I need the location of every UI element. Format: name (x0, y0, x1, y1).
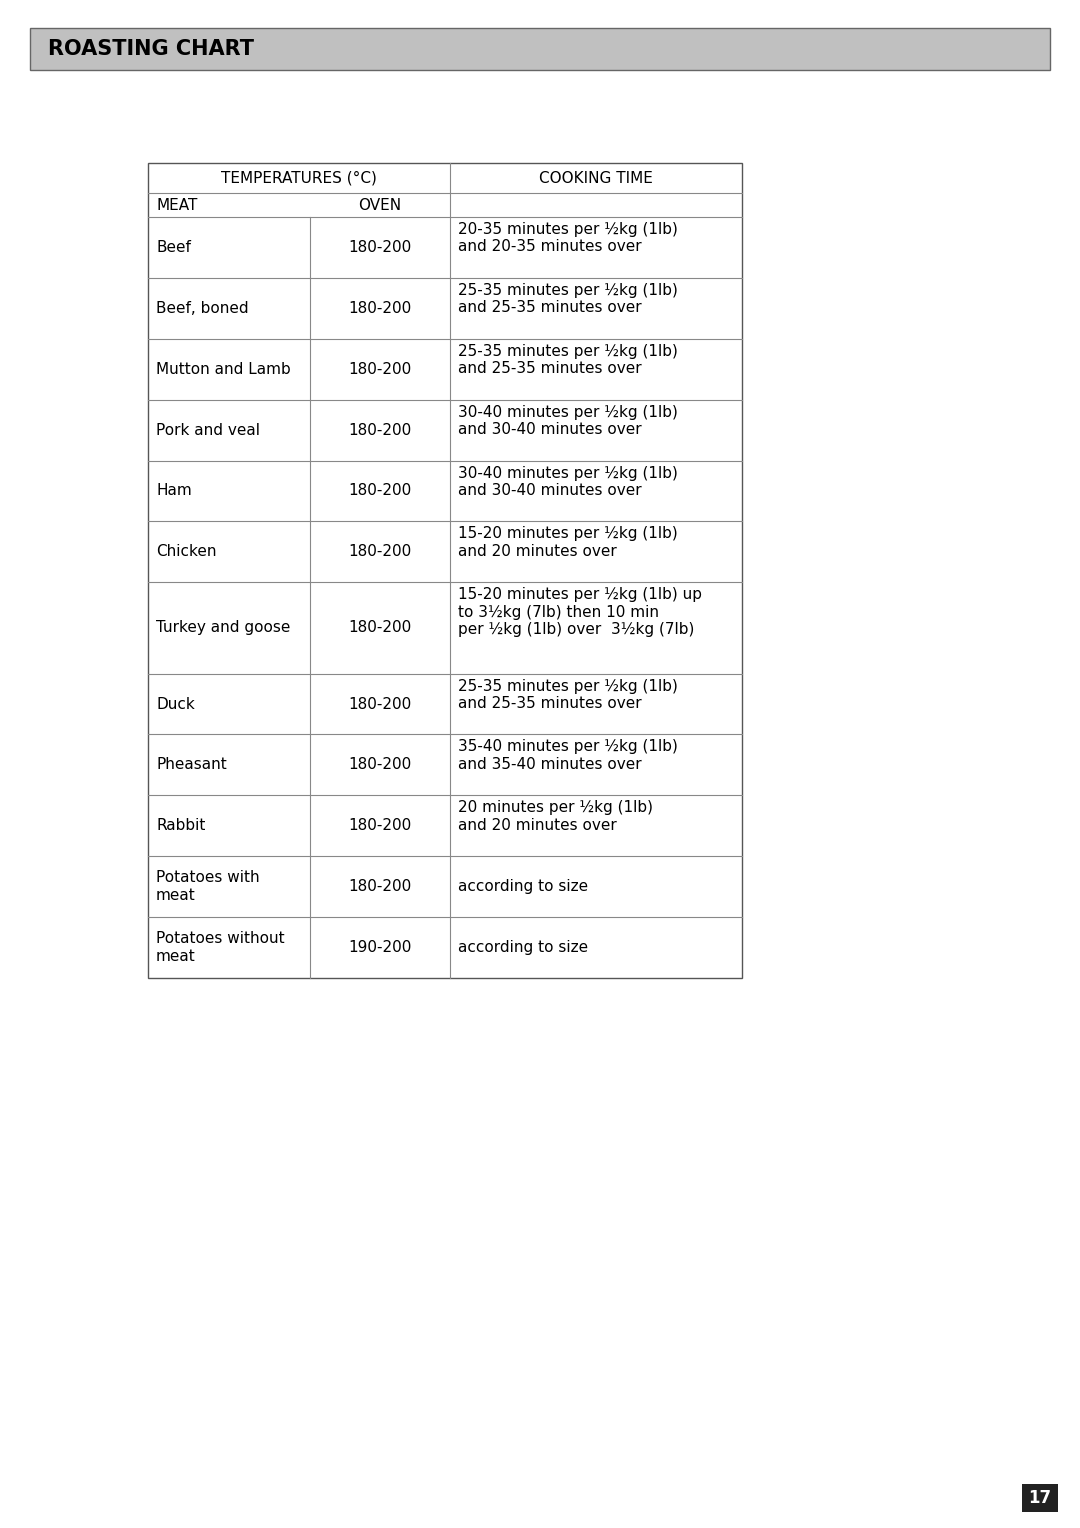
Bar (148, 163, 742, 978)
Text: 180-200: 180-200 (349, 544, 411, 559)
Text: 15-20 minutes per ½kg (1lb)
and 20 minutes over: 15-20 minutes per ½kg (1lb) and 20 minut… (458, 527, 678, 559)
Text: Potatoes with
meat: Potatoes with meat (156, 871, 259, 903)
Text: Pheasant: Pheasant (156, 758, 227, 773)
Text: 180-200: 180-200 (349, 879, 411, 894)
Text: 180-200: 180-200 (349, 423, 411, 437)
Text: COOKING TIME: COOKING TIME (539, 171, 653, 185)
Text: 30-40 minutes per ½kg (1lb)
and 30-40 minutes over: 30-40 minutes per ½kg (1lb) and 30-40 mi… (458, 405, 678, 437)
Text: OVEN: OVEN (359, 197, 402, 212)
Text: 15-20 minutes per ½kg (1lb) up
to 3½kg (7lb) then 10 min
per ½kg (1lb) over  3½k: 15-20 minutes per ½kg (1lb) up to 3½kg (… (458, 587, 702, 637)
Text: 180-200: 180-200 (349, 758, 411, 773)
Text: 17: 17 (1028, 1488, 1052, 1507)
Text: TEMPERATURES (°C): TEMPERATURES (°C) (221, 171, 377, 185)
Text: 25-35 minutes per ½kg (1lb)
and 25-35 minutes over: 25-35 minutes per ½kg (1lb) and 25-35 mi… (458, 678, 678, 711)
Text: Pork and veal: Pork and veal (156, 423, 260, 437)
Text: 30-40 minutes per ½kg (1lb)
and 30-40 minutes over: 30-40 minutes per ½kg (1lb) and 30-40 mi… (458, 466, 678, 498)
Text: Ham: Ham (156, 483, 192, 498)
Bar (30, 28, 1050, 70)
Text: 35-40 minutes per ½kg (1lb)
and 35-40 minutes over: 35-40 minutes per ½kg (1lb) and 35-40 mi… (458, 740, 678, 772)
Text: according to size: according to size (458, 879, 589, 894)
Text: 190-200: 190-200 (349, 940, 411, 955)
Text: according to size: according to size (458, 940, 589, 955)
Text: 25-35 minutes per ½kg (1lb)
and 25-35 minutes over: 25-35 minutes per ½kg (1lb) and 25-35 mi… (458, 344, 678, 376)
Text: Beef: Beef (156, 240, 191, 255)
Text: 20-35 minutes per ½kg (1lb)
and 20-35 minutes over: 20-35 minutes per ½kg (1lb) and 20-35 mi… (458, 222, 678, 254)
Text: 20 minutes per ½kg (1lb)
and 20 minutes over: 20 minutes per ½kg (1lb) and 20 minutes … (458, 801, 653, 833)
Text: 180-200: 180-200 (349, 240, 411, 255)
Text: 180-200: 180-200 (349, 301, 411, 316)
Text: 180-200: 180-200 (349, 819, 411, 833)
Text: Duck: Duck (156, 697, 194, 712)
Text: 180-200: 180-200 (349, 697, 411, 712)
Text: Beef, boned: Beef, boned (156, 301, 248, 316)
Bar (1022, 1484, 1058, 1513)
Text: 180-200: 180-200 (349, 620, 411, 636)
Text: ROASTING CHART: ROASTING CHART (48, 40, 254, 60)
Text: Turkey and goose: Turkey and goose (156, 620, 291, 636)
Text: Rabbit: Rabbit (156, 819, 205, 833)
Text: 180-200: 180-200 (349, 483, 411, 498)
Text: MEAT: MEAT (156, 197, 198, 212)
Text: Potatoes without
meat: Potatoes without meat (156, 932, 285, 964)
Text: 25-35 minutes per ½kg (1lb)
and 25-35 minutes over: 25-35 minutes per ½kg (1lb) and 25-35 mi… (458, 283, 678, 315)
Text: Chicken: Chicken (156, 544, 216, 559)
Text: 180-200: 180-200 (349, 362, 411, 377)
Text: Mutton and Lamb: Mutton and Lamb (156, 362, 291, 377)
